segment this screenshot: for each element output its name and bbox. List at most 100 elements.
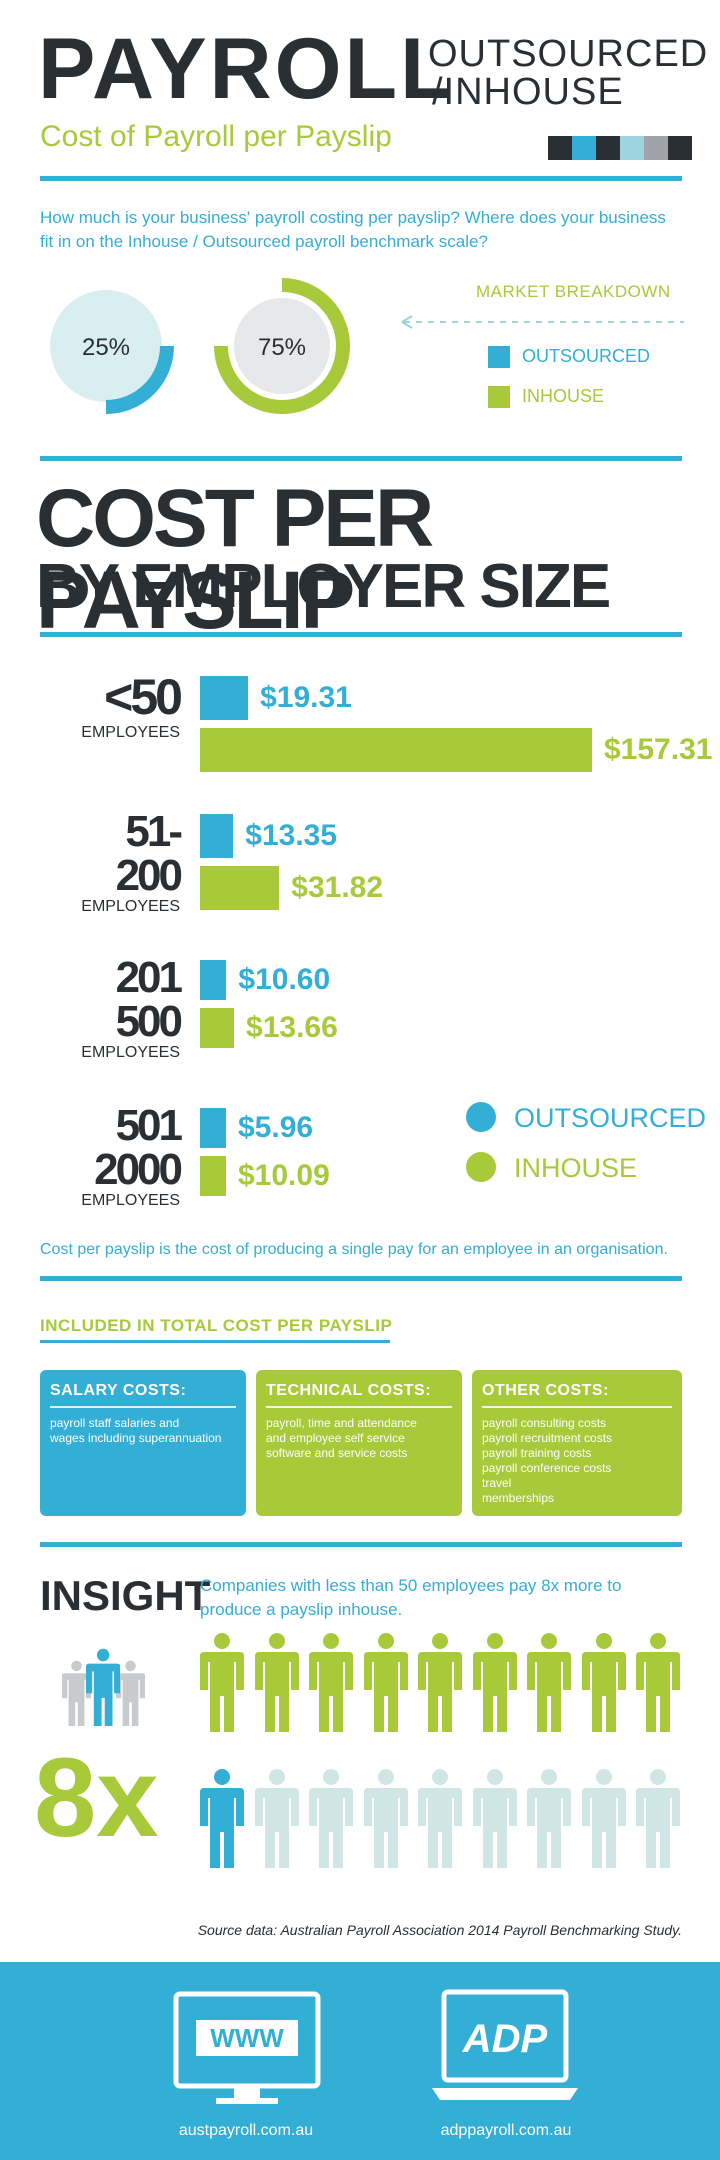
adp-logo: ADP xyxy=(462,2017,548,2061)
group-size-label: 51- xyxy=(125,807,183,856)
outsourced-bar xyxy=(200,814,234,858)
divider xyxy=(40,176,682,181)
inhouse-value-label: $157.31 xyxy=(604,733,713,766)
person-icon xyxy=(527,1769,571,1868)
page-subtitle: Cost of Payroll per Payslip xyxy=(40,120,392,153)
salary-costs-box: SALARY COSTS: payroll staff salaries and… xyxy=(40,1370,246,1516)
outsourced-pct-label: 25% xyxy=(81,334,131,361)
person-icon xyxy=(309,1769,353,1868)
person-icon xyxy=(363,1769,408,1868)
inhouse-person-icon xyxy=(254,1633,299,1732)
austpayroll-link[interactable]: austpayroll.com.au xyxy=(178,2122,314,2139)
group-size-label: 201 xyxy=(115,953,183,1002)
inhouse-person-icon xyxy=(472,1633,517,1732)
outsourced-bar xyxy=(200,676,249,720)
color-swatches xyxy=(548,136,692,160)
inhouse-person-icon xyxy=(200,1633,244,1732)
inhouse-person-icon xyxy=(581,1633,626,1732)
monitor-icon: WWW xyxy=(173,1991,321,2104)
inhouse-person-icon xyxy=(527,1633,571,1732)
section-title-sub: BY EMPLOYER SIZE xyxy=(36,552,611,621)
divider xyxy=(40,1542,682,1547)
outsourced-bar xyxy=(200,1108,226,1148)
group-size-label: 500 xyxy=(115,997,183,1046)
source-note: Source data: Australian Payroll Associat… xyxy=(197,1922,682,1938)
salary-costs-title: SALARY COSTS: xyxy=(50,1382,236,1408)
color-swatch xyxy=(668,136,692,160)
outsourced-person-icon xyxy=(200,1769,244,1868)
color-swatch xyxy=(644,136,668,160)
insight-title: INSIGHT xyxy=(40,1572,211,1619)
technical-costs-title: TECHNICAL COSTS: xyxy=(266,1382,452,1408)
outsourced-donut xyxy=(50,290,174,414)
technical-costs-line: payroll, time and attendance xyxy=(266,1416,417,1430)
person-icon xyxy=(472,1769,517,1868)
market-breakdown-title: MARKET BREAKDOWN xyxy=(476,282,671,301)
technical-costs-line: and employee self service xyxy=(266,1431,405,1445)
inhouse-bar xyxy=(200,1008,235,1048)
person-icon xyxy=(581,1769,626,1868)
legend-outsourced-label: OUTSOURCED xyxy=(522,346,651,366)
inhouse-donut xyxy=(214,278,350,414)
chart-legend-inhouse-label: INHOUSE xyxy=(514,1153,638,1183)
other-costs-line: payroll consulting costs xyxy=(482,1416,607,1430)
color-swatch xyxy=(572,136,596,160)
www-label: WWW xyxy=(210,2023,284,2053)
legend-inhouse-swatch xyxy=(488,386,510,408)
adppayroll-link[interactable]: adppayroll.com.au xyxy=(440,2122,572,2139)
outsourced-value-label: $19.31 xyxy=(260,681,352,714)
inhouse-person-icon xyxy=(418,1633,462,1732)
other-costs-line: payroll training costs xyxy=(482,1446,592,1460)
inhouse-value-label: $13.66 xyxy=(246,1011,338,1044)
group-size-label: <50 xyxy=(104,669,183,725)
page-title: PAYROLL xyxy=(38,21,456,117)
divider xyxy=(40,1276,682,1281)
laptop-icon: ADP xyxy=(432,1989,578,2100)
outsourced-value-label: $5.96 xyxy=(238,1111,314,1144)
inhouse-person-icon xyxy=(309,1633,353,1732)
insight-text: Companies with less than 50 employees pa… xyxy=(200,1576,622,1619)
salary-costs-line: wages including superannuation xyxy=(50,1431,222,1445)
other-costs-line: memberships xyxy=(482,1491,555,1505)
footer: WWW ADP austpayroll.com.au adppayroll.co… xyxy=(0,1962,720,2160)
group-employees-label: EMPLOYEES xyxy=(81,1044,180,1061)
outsourced-bar xyxy=(200,960,227,1000)
insight-multiplier: 8x xyxy=(34,1735,159,1860)
outsourced-value-label: $10.60 xyxy=(238,963,331,996)
inhouse-person-icon xyxy=(636,1633,680,1732)
group-size-label: 200 xyxy=(115,851,183,900)
color-swatch xyxy=(548,136,572,160)
dashed-arrow-icon xyxy=(401,315,684,329)
other-costs-box: OTHER COSTS: payroll consulting costs pa… xyxy=(472,1370,682,1516)
color-swatch xyxy=(620,136,644,160)
technical-costs-box: TECHNICAL COSTS: payroll, time and atten… xyxy=(256,1370,462,1516)
inhouse-bar xyxy=(200,728,592,772)
technical-costs-line: software and service costs xyxy=(266,1446,408,1460)
other-costs-line: payroll recruitment costs xyxy=(482,1431,613,1445)
person-icon xyxy=(86,1648,121,1726)
person-icon xyxy=(254,1769,299,1868)
included-title: INCLUDED IN TOTAL COST PER PAYSLIP xyxy=(40,1316,393,1335)
salary-costs-line: payroll staff salaries and xyxy=(50,1416,180,1430)
title-inhouse: /INHOUSE xyxy=(432,71,624,113)
legend-outsourced-swatch xyxy=(488,346,510,368)
group-size-label: 2000 xyxy=(94,1145,183,1194)
chart-legend-outsourced-label: OUTSOURCED xyxy=(514,1103,707,1133)
group-employees-label: EMPLOYEES xyxy=(81,724,180,741)
legend-inhouse-label: INHOUSE xyxy=(522,386,605,406)
section-title-main: COST PER PAYSLIP xyxy=(36,473,434,646)
intro-text: How much is your business' payroll costi… xyxy=(40,208,666,251)
chart-legend-outsourced-dot xyxy=(466,1102,496,1132)
group-employees-label: EMPLOYEES xyxy=(81,1192,180,1209)
inhouse-value-label: $10.09 xyxy=(238,1159,330,1192)
person-icon xyxy=(636,1769,680,1868)
inhouse-bar xyxy=(200,866,280,910)
inhouse-person-icon xyxy=(363,1633,408,1732)
outsourced-value-label: $13.35 xyxy=(245,819,338,852)
other-costs-line: payroll conference costs xyxy=(482,1461,612,1475)
other-costs-title: OTHER COSTS: xyxy=(482,1382,672,1408)
person-icon xyxy=(418,1769,462,1868)
cost-definition-note: Cost per payslip is the cost of producin… xyxy=(40,1241,668,1258)
person-icon xyxy=(62,1660,92,1726)
inhouse-bar xyxy=(200,1156,226,1196)
